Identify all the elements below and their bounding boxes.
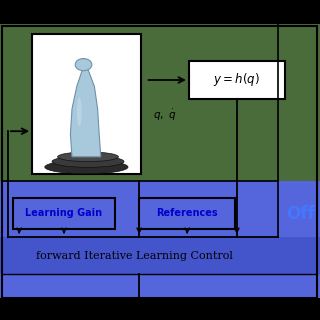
Ellipse shape bbox=[52, 156, 124, 167]
Ellipse shape bbox=[75, 59, 92, 71]
Bar bbox=[0, 0, 320, 24]
Bar bbox=[32, 34, 141, 174]
Text: Learning Gain: Learning Gain bbox=[25, 208, 103, 219]
Text: References: References bbox=[156, 208, 218, 219]
Ellipse shape bbox=[45, 160, 128, 174]
Bar bbox=[0, 181, 320, 237]
Text: forward Iterative Learning Control: forward Iterative Learning Control bbox=[36, 251, 233, 261]
Text: Off: Off bbox=[286, 205, 315, 223]
Bar bbox=[0, 24, 320, 181]
Bar bbox=[189, 61, 285, 99]
Bar bbox=[0, 274, 320, 298]
Ellipse shape bbox=[58, 152, 118, 162]
Bar bbox=[13, 198, 115, 229]
PathPatch shape bbox=[70, 64, 101, 157]
Bar bbox=[2, 26, 317, 298]
Text: $y = h(q)$: $y = h(q)$ bbox=[213, 71, 260, 89]
Bar bbox=[0, 237, 320, 274]
Ellipse shape bbox=[77, 98, 82, 126]
Bar bbox=[139, 198, 235, 229]
Text: $q,\ \dot{q}$: $q,\ \dot{q}$ bbox=[153, 108, 177, 124]
Bar bbox=[0, 298, 320, 320]
